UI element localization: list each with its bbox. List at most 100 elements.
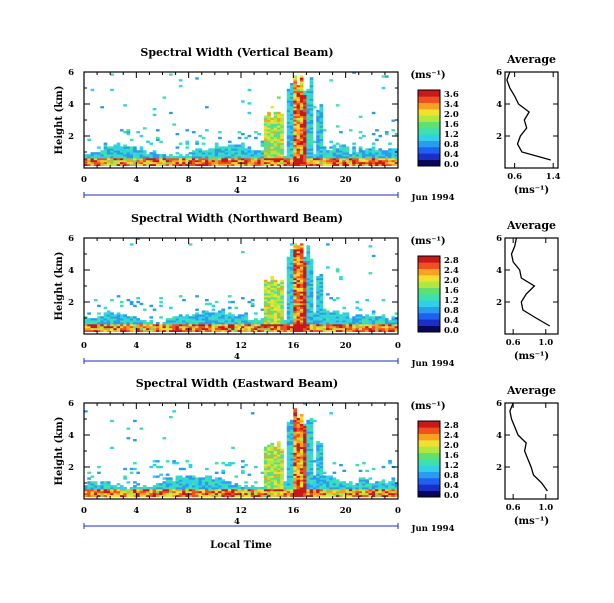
- heatmap-cell: [283, 323, 288, 327]
- heatmap-cell: [306, 121, 311, 124]
- heatmap-cell: [384, 154, 389, 157]
- heatmap-cell: [241, 327, 245, 331]
- heatmap-cell: [348, 483, 353, 486]
- heatmap-cell: [227, 488, 232, 492]
- heatmap-cell: [332, 163, 337, 166]
- heatmap-cell: [257, 159, 262, 163]
- heatmap-cell: [303, 322, 307, 325]
- heatmap-cell: [195, 163, 199, 166]
- heatmap-cell: [306, 439, 311, 442]
- colorbar-tick-label: 2.0: [444, 110, 459, 120]
- heatmap-cell: [276, 483, 281, 486]
- heatmap-cell: [208, 159, 212, 163]
- heatmap-cell: [332, 146, 337, 149]
- heatmap-cell: [84, 157, 88, 161]
- heatmap-cell: [241, 318, 245, 321]
- heatmap-cell: [267, 304, 271, 308]
- heatmap-cell: [322, 477, 327, 480]
- heatmap-cell: [296, 156, 301, 159]
- heatmap-cell: [329, 329, 333, 332]
- heatmap-cell: [155, 488, 160, 492]
- heatmap-cell: [188, 320, 193, 323]
- heatmap-cell: [250, 329, 255, 332]
- heatmap-cell: [218, 323, 222, 327]
- heatmap-cell: [172, 156, 176, 159]
- heatmap-cell: [306, 275, 311, 279]
- heatmap-cell: [312, 323, 317, 327]
- heatmap-cell: [146, 488, 150, 492]
- heatmap-cell: [296, 159, 301, 163]
- heatmap-cell: [270, 281, 275, 284]
- heatmap-cell: [342, 323, 347, 327]
- heatmap-cell: [169, 157, 173, 161]
- heatmap-cell: [84, 494, 88, 497]
- x-tick-label: 16: [287, 341, 299, 351]
- heatmap-cell: [247, 161, 252, 165]
- heatmap-cell: [162, 157, 167, 161]
- heatmap-cell: [178, 318, 183, 321]
- heatmap-cell: [263, 161, 268, 165]
- colorbar-swatch: [418, 427, 440, 434]
- heatmap-cell: [87, 485, 91, 488]
- heatmap-cell: [316, 490, 320, 494]
- heatmap-cell: [299, 289, 304, 292]
- heatmap-cell: [247, 88, 252, 92]
- heatmap-cell: [358, 327, 363, 331]
- heatmap-cell: [165, 161, 170, 165]
- heatmap-cell: [286, 277, 291, 281]
- heatmap-cell: [250, 322, 255, 325]
- heatmap-cell: [384, 318, 389, 321]
- heatmap-cell: [159, 163, 163, 166]
- heatmap-cell: [270, 275, 275, 279]
- heatmap-cell: [113, 154, 118, 157]
- heatmap-cell: [290, 108, 294, 111]
- heatmap-cell: [371, 487, 376, 490]
- colorbar-swatch: [418, 300, 440, 307]
- heatmap-cell: [205, 302, 209, 306]
- heatmap-cell: [375, 157, 379, 161]
- heatmap-cell: [388, 322, 392, 325]
- heatmap-cell: [303, 320, 307, 323]
- heatmap-cell: [365, 329, 369, 332]
- heatmap-cell: [286, 477, 291, 480]
- heatmap-cell: [293, 152, 297, 155]
- heatmap-cell: [306, 125, 311, 128]
- heatmap-cell: [319, 111, 324, 115]
- heatmap-cell: [293, 414, 297, 417]
- heatmap-cell: [316, 483, 320, 486]
- heatmap-cell: [267, 125, 271, 128]
- heatmap-cell: [205, 312, 209, 315]
- heatmap-cell: [319, 117, 324, 120]
- heatmap-cell: [280, 152, 284, 155]
- heatmap-cell: [299, 96, 304, 99]
- heatmap-cell: [152, 494, 157, 497]
- heatmap-cell: [273, 306, 278, 309]
- heatmap-cell: [296, 121, 301, 124]
- heatmap-cell: [221, 462, 226, 465]
- heatmap-cell: [119, 148, 124, 151]
- heatmap-cell: [280, 492, 284, 496]
- heatmap-cell: [146, 494, 150, 497]
- heatmap-cell: [276, 446, 281, 449]
- heatmap-cell: [316, 444, 320, 448]
- heatmap-cell: [280, 488, 284, 492]
- heatmap-cell: [303, 156, 307, 159]
- heatmap-cell: [84, 323, 88, 327]
- heatmap-cell: [319, 483, 324, 486]
- heatmap-cell: [316, 469, 320, 473]
- heatmap-cell: [263, 279, 268, 283]
- heatmap-cell: [198, 494, 203, 497]
- heatmap-cell: [263, 125, 268, 128]
- heatmap-cell: [227, 320, 232, 323]
- heatmap-cell: [119, 325, 124, 329]
- heatmap-cell: [208, 483, 212, 486]
- heatmap-cell: [306, 440, 311, 444]
- heatmap-cell: [322, 492, 327, 496]
- heatmap-cell: [227, 481, 232, 484]
- heatmap-cell: [319, 144, 324, 147]
- heatmap-cell: [185, 327, 190, 331]
- heatmap-cell: [126, 325, 131, 329]
- heatmap-cell: [263, 140, 268, 143]
- heatmap-cell: [267, 156, 271, 159]
- heatmap-cell: [368, 490, 373, 494]
